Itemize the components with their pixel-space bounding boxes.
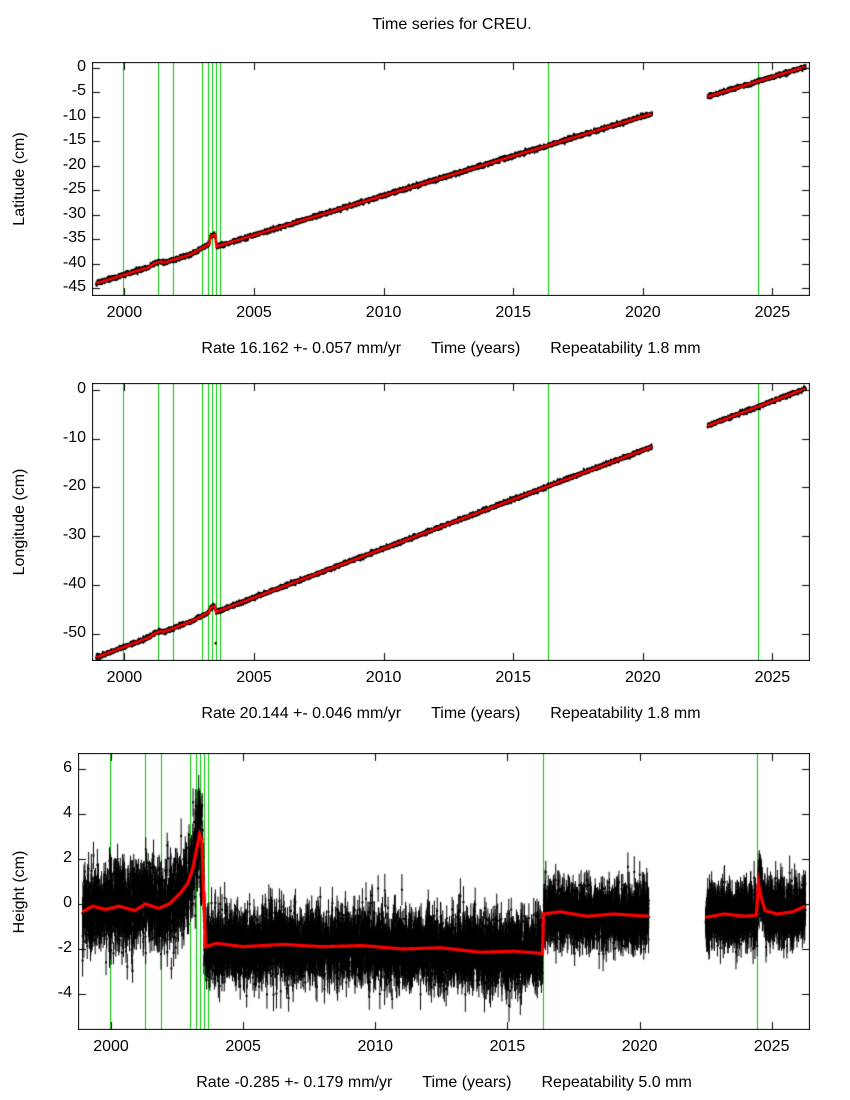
longitude-x-axis-label: Time (years) [431, 705, 521, 722]
height-x-axis-label: Time (years) [422, 1074, 512, 1091]
longitude-y-tick-label: -40 [62, 574, 86, 592]
latitude-y-tick-label: -30 [62, 204, 86, 222]
latitude-y-tick-label: -25 [62, 180, 86, 198]
latitude-y-tick-label: -10 [62, 106, 86, 124]
latitude-y-tick-label: 0 [77, 57, 86, 75]
latitude-y-tick-label: -20 [62, 155, 86, 173]
height-y-tick-label: -4 [57, 983, 72, 1001]
longitude-x-tick-label: 2000 [106, 669, 143, 686]
latitude-y-tick-label: -45 [62, 278, 86, 296]
height-x-tick-label: 2025 [753, 1038, 790, 1055]
longitude-plot-canvas [92, 383, 810, 661]
latitude-x-tick-label: 2015 [495, 304, 531, 321]
latitude-rate-label: Rate 16.162 +- 0.057 mm/yr [201, 340, 402, 357]
latitude-y-tick-label: -5 [71, 82, 86, 100]
longitude-rate-label: Rate 20.144 +- 0.046 mm/yr [201, 705, 402, 722]
height-repeatability-label: Repeatability 5.0 mm [541, 1074, 692, 1091]
longitude-y-tick-label: -20 [62, 477, 86, 495]
latitude-x-tick-label: 2020 [625, 304, 661, 321]
longitude-y-tick-label: -30 [62, 526, 86, 544]
latitude-caption: Rate 16.162 +- 0.057 mm/yr Time (years) Re… [92, 340, 810, 358]
height-x-tick-label: 2010 [357, 1038, 394, 1055]
height-y-tick-label: 2 [63, 848, 72, 866]
latitude-repeatability-label: Repeatability 1.8 mm [550, 340, 701, 357]
latitude-x-axis-label: Time (years) [431, 340, 521, 357]
height-x-tick-label: 2015 [489, 1038, 526, 1055]
longitude-x-tick-label: 2015 [495, 669, 531, 686]
longitude-y-tick-label: -10 [62, 428, 86, 446]
latitude-plot-canvas [92, 62, 810, 296]
height-y-tick-label: 4 [63, 803, 72, 821]
longitude-caption: Rate 20.144 +- 0.046 mm/yr Time (years) Re… [92, 705, 810, 723]
height-y-tick-label: 0 [63, 893, 72, 911]
height-y-tick-label: -2 [57, 938, 72, 956]
longitude-y-tick-label: 0 [77, 379, 86, 397]
longitude-repeatability-label: Repeatability 1.8 mm [550, 705, 701, 722]
height-x-tick-label: 2005 [225, 1038, 261, 1055]
height-x-tick-label: 2000 [93, 1038, 129, 1055]
latitude-x-tick-label: 2010 [365, 304, 402, 321]
latitude-x-tick-label: 2025 [754, 304, 791, 321]
longitude-x-tick-label: 2025 [754, 669, 791, 686]
latitude-x-tick-label: 2000 [106, 304, 143, 321]
height-plot-canvas [78, 753, 810, 1030]
latitude-y-tick-label: -35 [62, 229, 86, 247]
height-x-tick-label: 2020 [621, 1038, 658, 1055]
height-caption: Rate -0.285 +- 0.179 mm/yr Time (years) Re… [78, 1074, 810, 1092]
longitude-y-tick-label: -50 [62, 623, 86, 641]
longitude-x-tick-label: 2010 [365, 669, 402, 686]
longitude-x-tick-label: 2020 [625, 669, 661, 686]
latitude-x-tick-label: 2005 [236, 304, 272, 321]
latitude-y-tick-label: -15 [62, 131, 86, 149]
height-y-tick-label: 6 [63, 758, 72, 776]
figure-title: Time series for CREU. [372, 16, 532, 33]
height-rate-label: Rate -0.285 +- 0.179 mm/yr [196, 1074, 393, 1091]
latitude-y-tick-label: -40 [62, 253, 86, 271]
longitude-x-tick-label: 2005 [236, 669, 272, 686]
